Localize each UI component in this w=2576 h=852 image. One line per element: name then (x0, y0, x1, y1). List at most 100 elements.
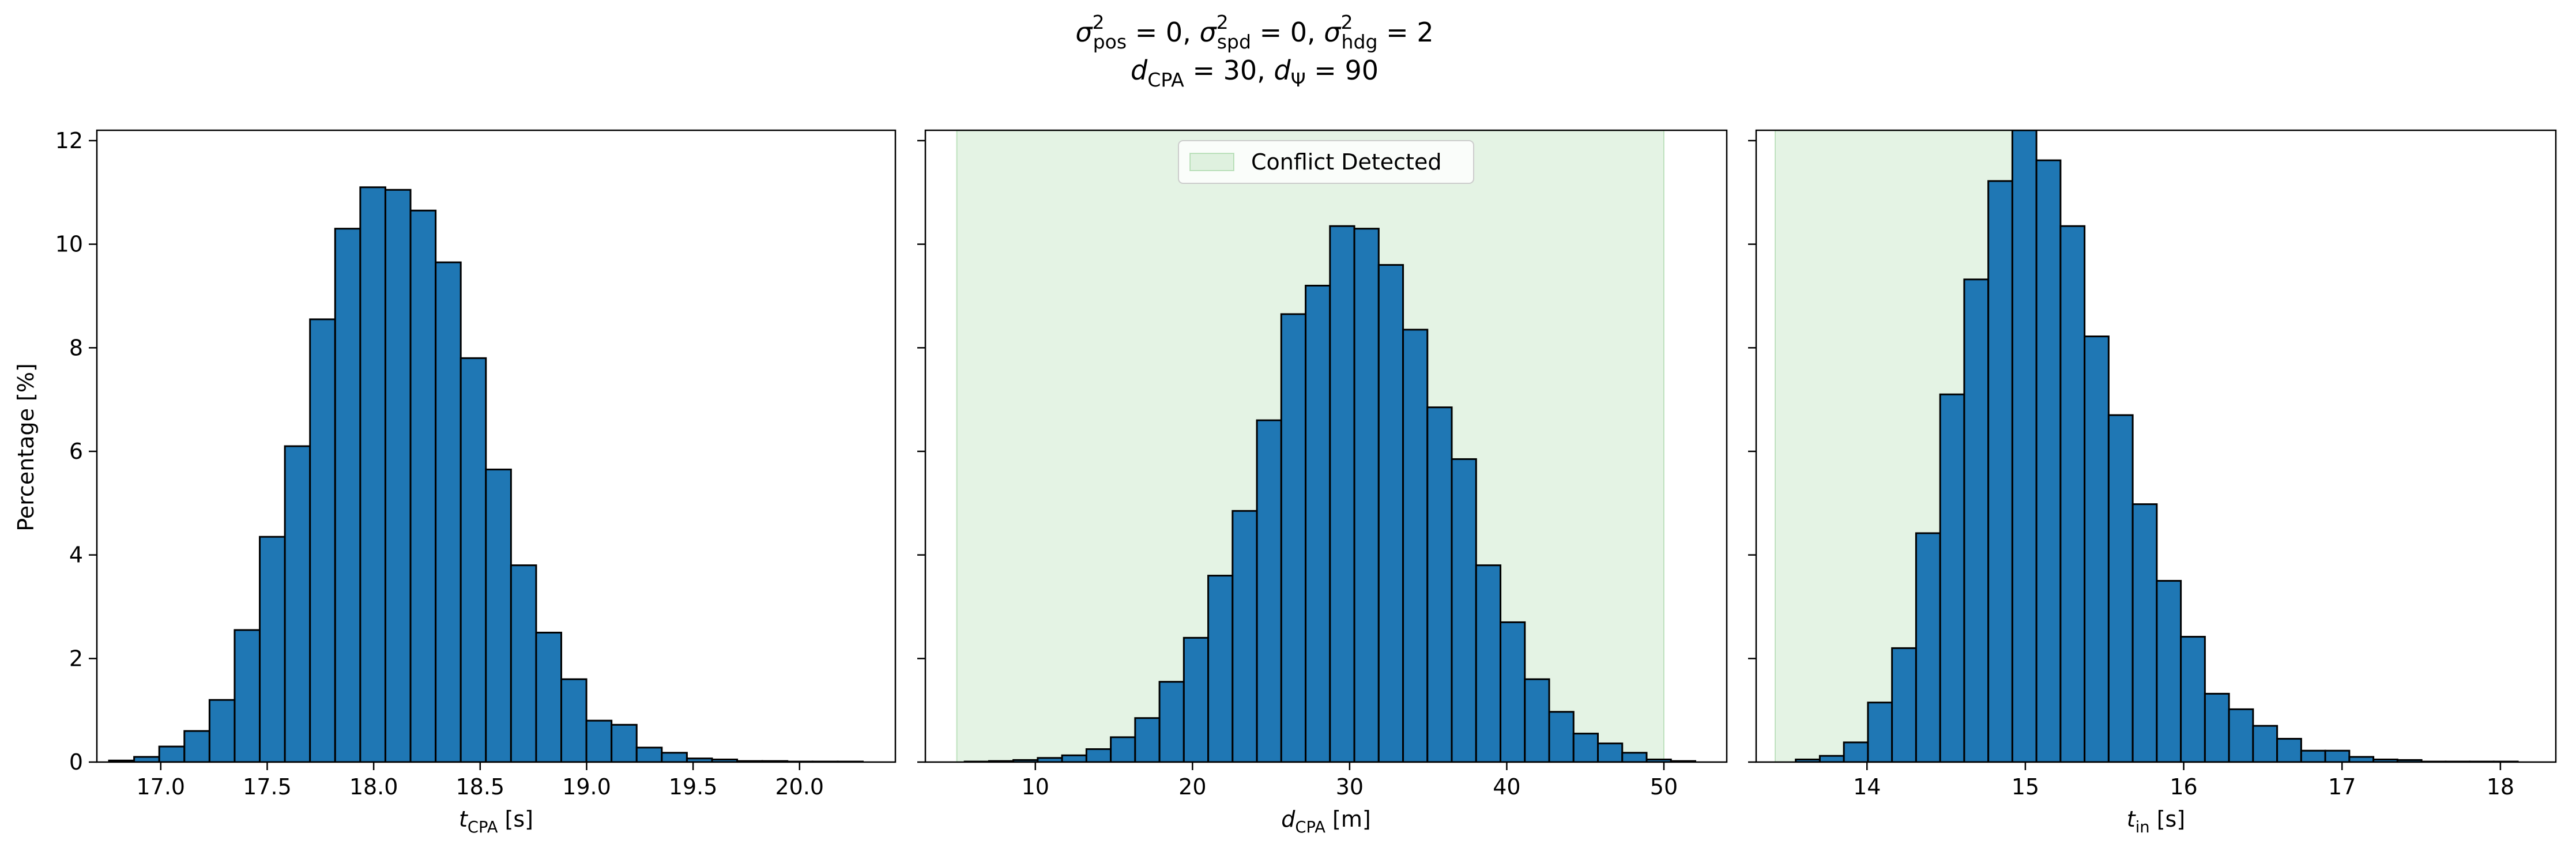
y-axis-label: Percentage [%] (13, 363, 39, 531)
histogram-bar (1597, 742, 1624, 762)
histogram-bar (183, 730, 210, 762)
histogram-bar (1085, 748, 1112, 762)
histogram-bar (1987, 180, 2013, 762)
x-tick-label: 16 (2170, 774, 2197, 800)
histogram-bar (2084, 335, 2110, 762)
y-tick-label: 10 (55, 232, 83, 257)
histogram-bar (635, 747, 663, 762)
histogram-bar (1524, 678, 1550, 762)
y-tick-label: 12 (55, 128, 83, 153)
histogram-bar (1891, 647, 1917, 762)
plot-area (956, 130, 1696, 762)
histogram-bar (259, 536, 286, 762)
histogram-bar (2180, 636, 2206, 762)
y-tick-label: 0 (69, 749, 83, 775)
histogram-bar (1426, 406, 1453, 762)
histogram-bar (1451, 458, 1477, 762)
histogram-bar (1061, 754, 1087, 762)
x-tick-label: 40 (1493, 774, 1520, 800)
histogram-bar (2228, 708, 2254, 762)
histogram-bar (1305, 285, 1331, 762)
histogram-bar (2276, 738, 2302, 762)
y-tick-label: 6 (69, 439, 83, 464)
x-axis-label: tCPA [s] (459, 806, 533, 836)
x-axis-label: dCPA [m] (1281, 806, 1370, 836)
x-tick-label: 10 (1022, 774, 1049, 800)
histogram-bar (485, 468, 512, 762)
y-tick-label: 2 (69, 646, 83, 671)
histogram-bar (1500, 621, 1526, 762)
x-tick-label: 30 (1336, 774, 1364, 800)
histogram-bar (158, 745, 186, 762)
histogram-bar (2204, 692, 2230, 762)
histogram-bar (1207, 575, 1234, 762)
x-tick-label: 19.0 (562, 774, 611, 800)
x-tick-label: 19.5 (669, 774, 718, 800)
legend: Conflict Detected (1178, 140, 1474, 184)
histogram-bar (611, 723, 638, 762)
histogram-bar (1963, 278, 1990, 762)
histogram-panel-dcpa: 10 20 30 40 50 dCPA [m] Conflict Detected (917, 129, 1728, 836)
histogram-bar (2324, 749, 2351, 762)
histogram-bar (409, 209, 437, 762)
histogram-bar (2300, 749, 2326, 762)
histogram-bar (359, 186, 386, 762)
histogram-bar (309, 318, 336, 762)
histogram-bar (535, 631, 563, 762)
histogram-bar (1818, 755, 1845, 762)
histogram-bar (1572, 733, 1599, 762)
histogram-bar (2011, 130, 2038, 762)
histogram-bar (1110, 736, 1136, 762)
histogram-bar (1231, 510, 1258, 762)
histogram-bar (1182, 636, 1210, 762)
histogram-bar (133, 756, 160, 762)
y-tick-label: 8 (69, 335, 83, 360)
histogram-bar (284, 445, 311, 762)
x-tick-label: 17.5 (243, 774, 292, 800)
histogram-bar (1353, 228, 1380, 762)
histogram-bar (2252, 725, 2279, 762)
histogram-bar (1939, 393, 1965, 762)
histogram-bar (1329, 225, 1355, 762)
histogram-panel-tin: 14 15 16 17 18 tin [s] (1748, 129, 2557, 836)
histogram-bar (2035, 159, 2062, 762)
histogram-bar (1158, 681, 1185, 762)
histogram-bar (1256, 419, 1282, 762)
x-tick-label: 20.0 (775, 774, 824, 800)
histogram-bar (2348, 756, 2375, 762)
histogram-bar (1867, 702, 1893, 762)
histogram-bar (1548, 711, 1575, 762)
histogram-bar (510, 564, 537, 762)
x-tick-label: 18.5 (455, 774, 504, 800)
histogram-bar (1280, 313, 1307, 762)
histogram-bar (585, 719, 613, 762)
axes-frame (1755, 129, 2557, 763)
histogram-bar (661, 752, 688, 762)
histogram-bar (460, 357, 487, 762)
x-tick-label: 18.0 (349, 774, 398, 800)
title-line-2: dCPA = 30, dΨ = 90 (1131, 55, 1379, 91)
x-tick-label: 17 (2328, 774, 2356, 800)
histogram-bar (1843, 741, 1869, 762)
histogram-bar (384, 189, 412, 762)
x-tick-label: 17.0 (136, 774, 185, 800)
histogram-bar (2059, 225, 2086, 762)
histogram-bar (1621, 752, 1648, 762)
axes-frame (924, 129, 1728, 763)
histogram-bar (2131, 503, 2158, 762)
histogram-bar (435, 261, 462, 762)
histogram-bar (208, 699, 236, 762)
legend-label: Conflict Detected (1251, 149, 1441, 175)
histogram-panel-tcpa: 17.0 17.5 18.0 18.5 19.0 19.5 20.0 0 2 4 6 8 10 12 tCP… (55, 128, 897, 836)
title-line-1: σ2 pos = 0, σ2 spd = 0, σ2 hdg = 2 (1075, 11, 1433, 53)
axes-frame (96, 129, 897, 763)
x-tick-label: 20 (1178, 774, 1206, 800)
y-tick-label: 4 (69, 542, 83, 568)
legend-box (1178, 140, 1474, 184)
histogram-bar (2107, 414, 2134, 762)
histogram-bar (1377, 264, 1404, 762)
x-tick-label: 18 (2487, 774, 2514, 800)
x-tick-label: 15 (2012, 774, 2039, 800)
histogram-bar (1915, 532, 1941, 762)
